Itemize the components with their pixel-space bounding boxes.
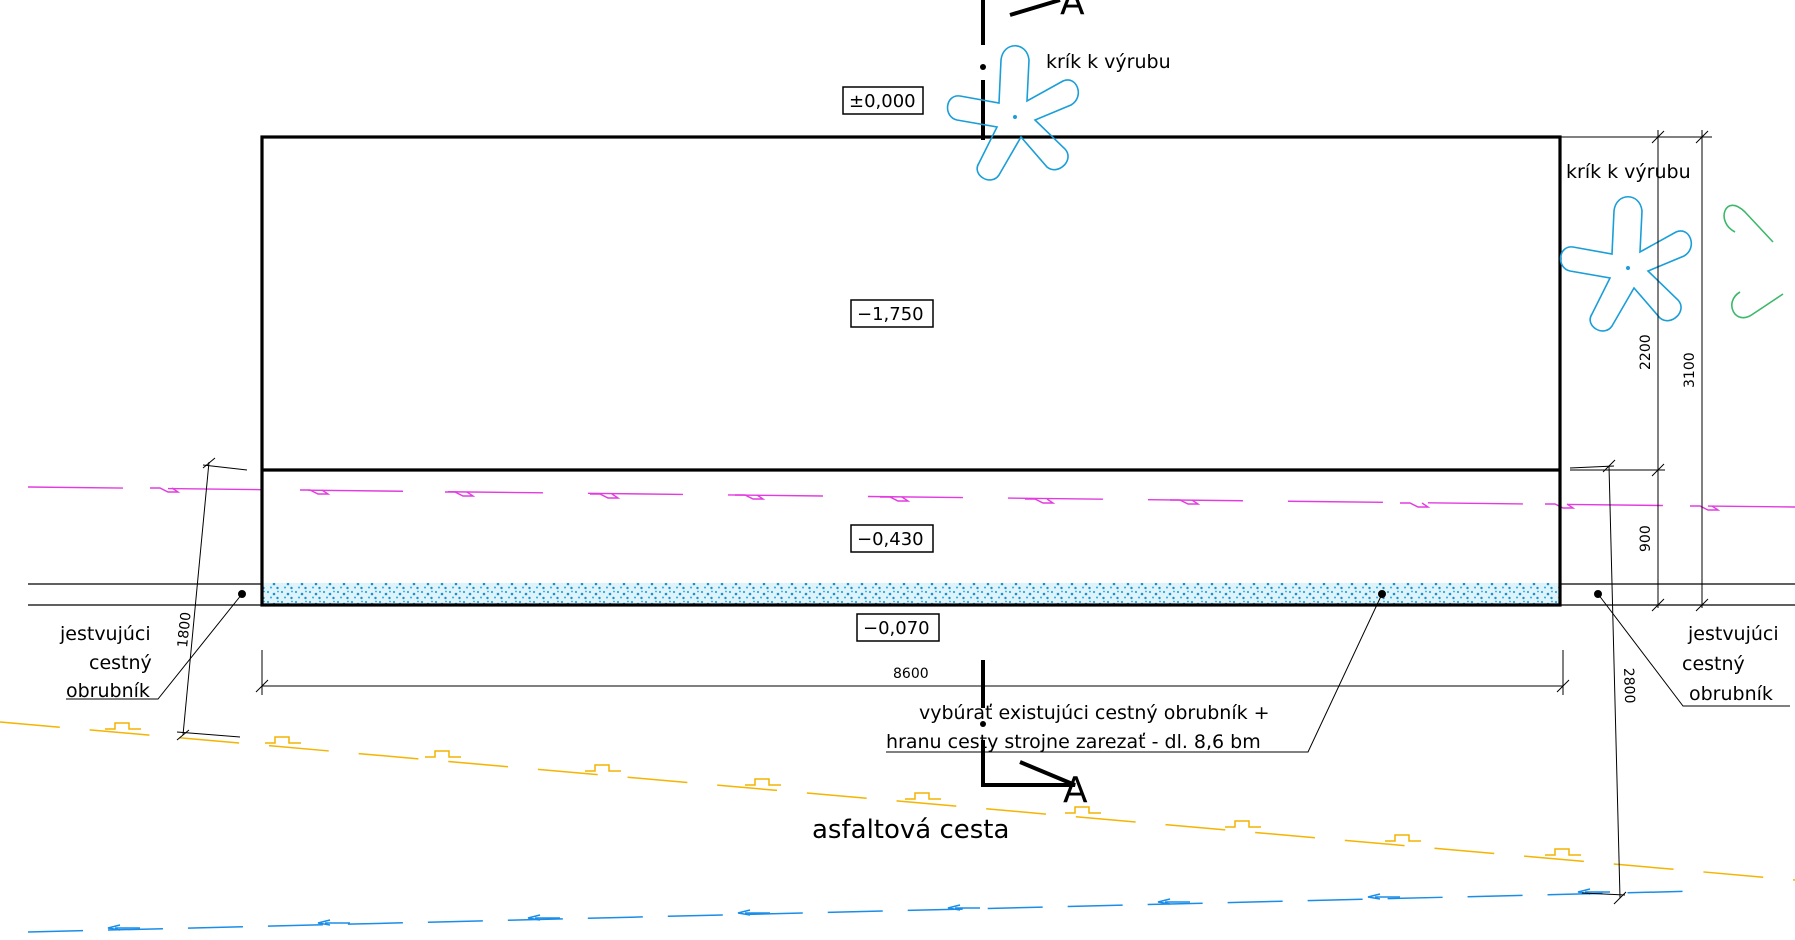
level-marker-upper: −1,750 xyxy=(850,299,934,328)
shrub-label: krík k výrubu xyxy=(1046,51,1171,73)
shrub-label: krík k výrubu xyxy=(1566,161,1691,183)
road-label: asfaltová cesta xyxy=(812,815,1009,845)
curb-left-label: jestvujúci xyxy=(59,623,151,645)
curb-right-label: cestný xyxy=(1682,653,1745,675)
section-line-a xyxy=(981,0,1076,787)
utility-line-yellow xyxy=(0,721,1795,881)
utility-line-magenta xyxy=(27,486,1795,511)
leader-curb-right xyxy=(1594,590,1790,707)
utility-line-blue xyxy=(27,888,1701,933)
level-marker-top: ±0,000 xyxy=(842,86,924,115)
section-mark-bottom: A xyxy=(1063,770,1088,811)
leader-curb-left xyxy=(66,590,246,700)
curb-right-label: jestvujúci xyxy=(1687,623,1779,645)
curb-left-label: cestný xyxy=(89,652,152,674)
dimension-width xyxy=(255,650,1570,695)
dimension-right xyxy=(1560,130,1712,612)
curb-left-label: obrubník xyxy=(66,680,150,702)
level-marker-bottom: −0,070 xyxy=(856,613,940,642)
dimension-lower-height: 900 xyxy=(1638,525,1654,552)
leader-note xyxy=(886,590,1386,753)
existing-shrub-icon xyxy=(1723,204,1784,319)
note-label: hranu cesty strojne zarezať - dl. 8,6 bm xyxy=(886,731,1261,753)
svg-text:−0,070: −0,070 xyxy=(863,618,930,639)
shrub-icon xyxy=(1559,195,1693,332)
svg-text:−1,750: −1,750 xyxy=(857,304,924,325)
excavation-outline xyxy=(260,135,1562,607)
shrub-icon xyxy=(946,44,1080,181)
dimension-left-offset-label: 1800 xyxy=(175,611,195,648)
dimension-total-height: 3100 xyxy=(1682,352,1698,388)
note-label: vybúrať existujúci cestný obrubník + xyxy=(919,702,1270,724)
dimension-left-offset xyxy=(176,457,248,741)
dimension-right-offset xyxy=(1569,459,1627,905)
level-marker-lower: −0,430 xyxy=(850,524,934,553)
curb-strip xyxy=(262,583,1560,605)
svg-text:−0,430: −0,430 xyxy=(857,529,924,550)
section-mark-top: A xyxy=(1060,0,1085,23)
dimension-width-label: 8600 xyxy=(893,666,929,682)
curb-right-label: obrubník xyxy=(1689,683,1773,705)
svg-text:±0,000: ±0,000 xyxy=(849,91,916,112)
dimension-right-offset-label: 2800 xyxy=(1620,668,1637,704)
dimension-upper-height: 2200 xyxy=(1638,334,1654,370)
